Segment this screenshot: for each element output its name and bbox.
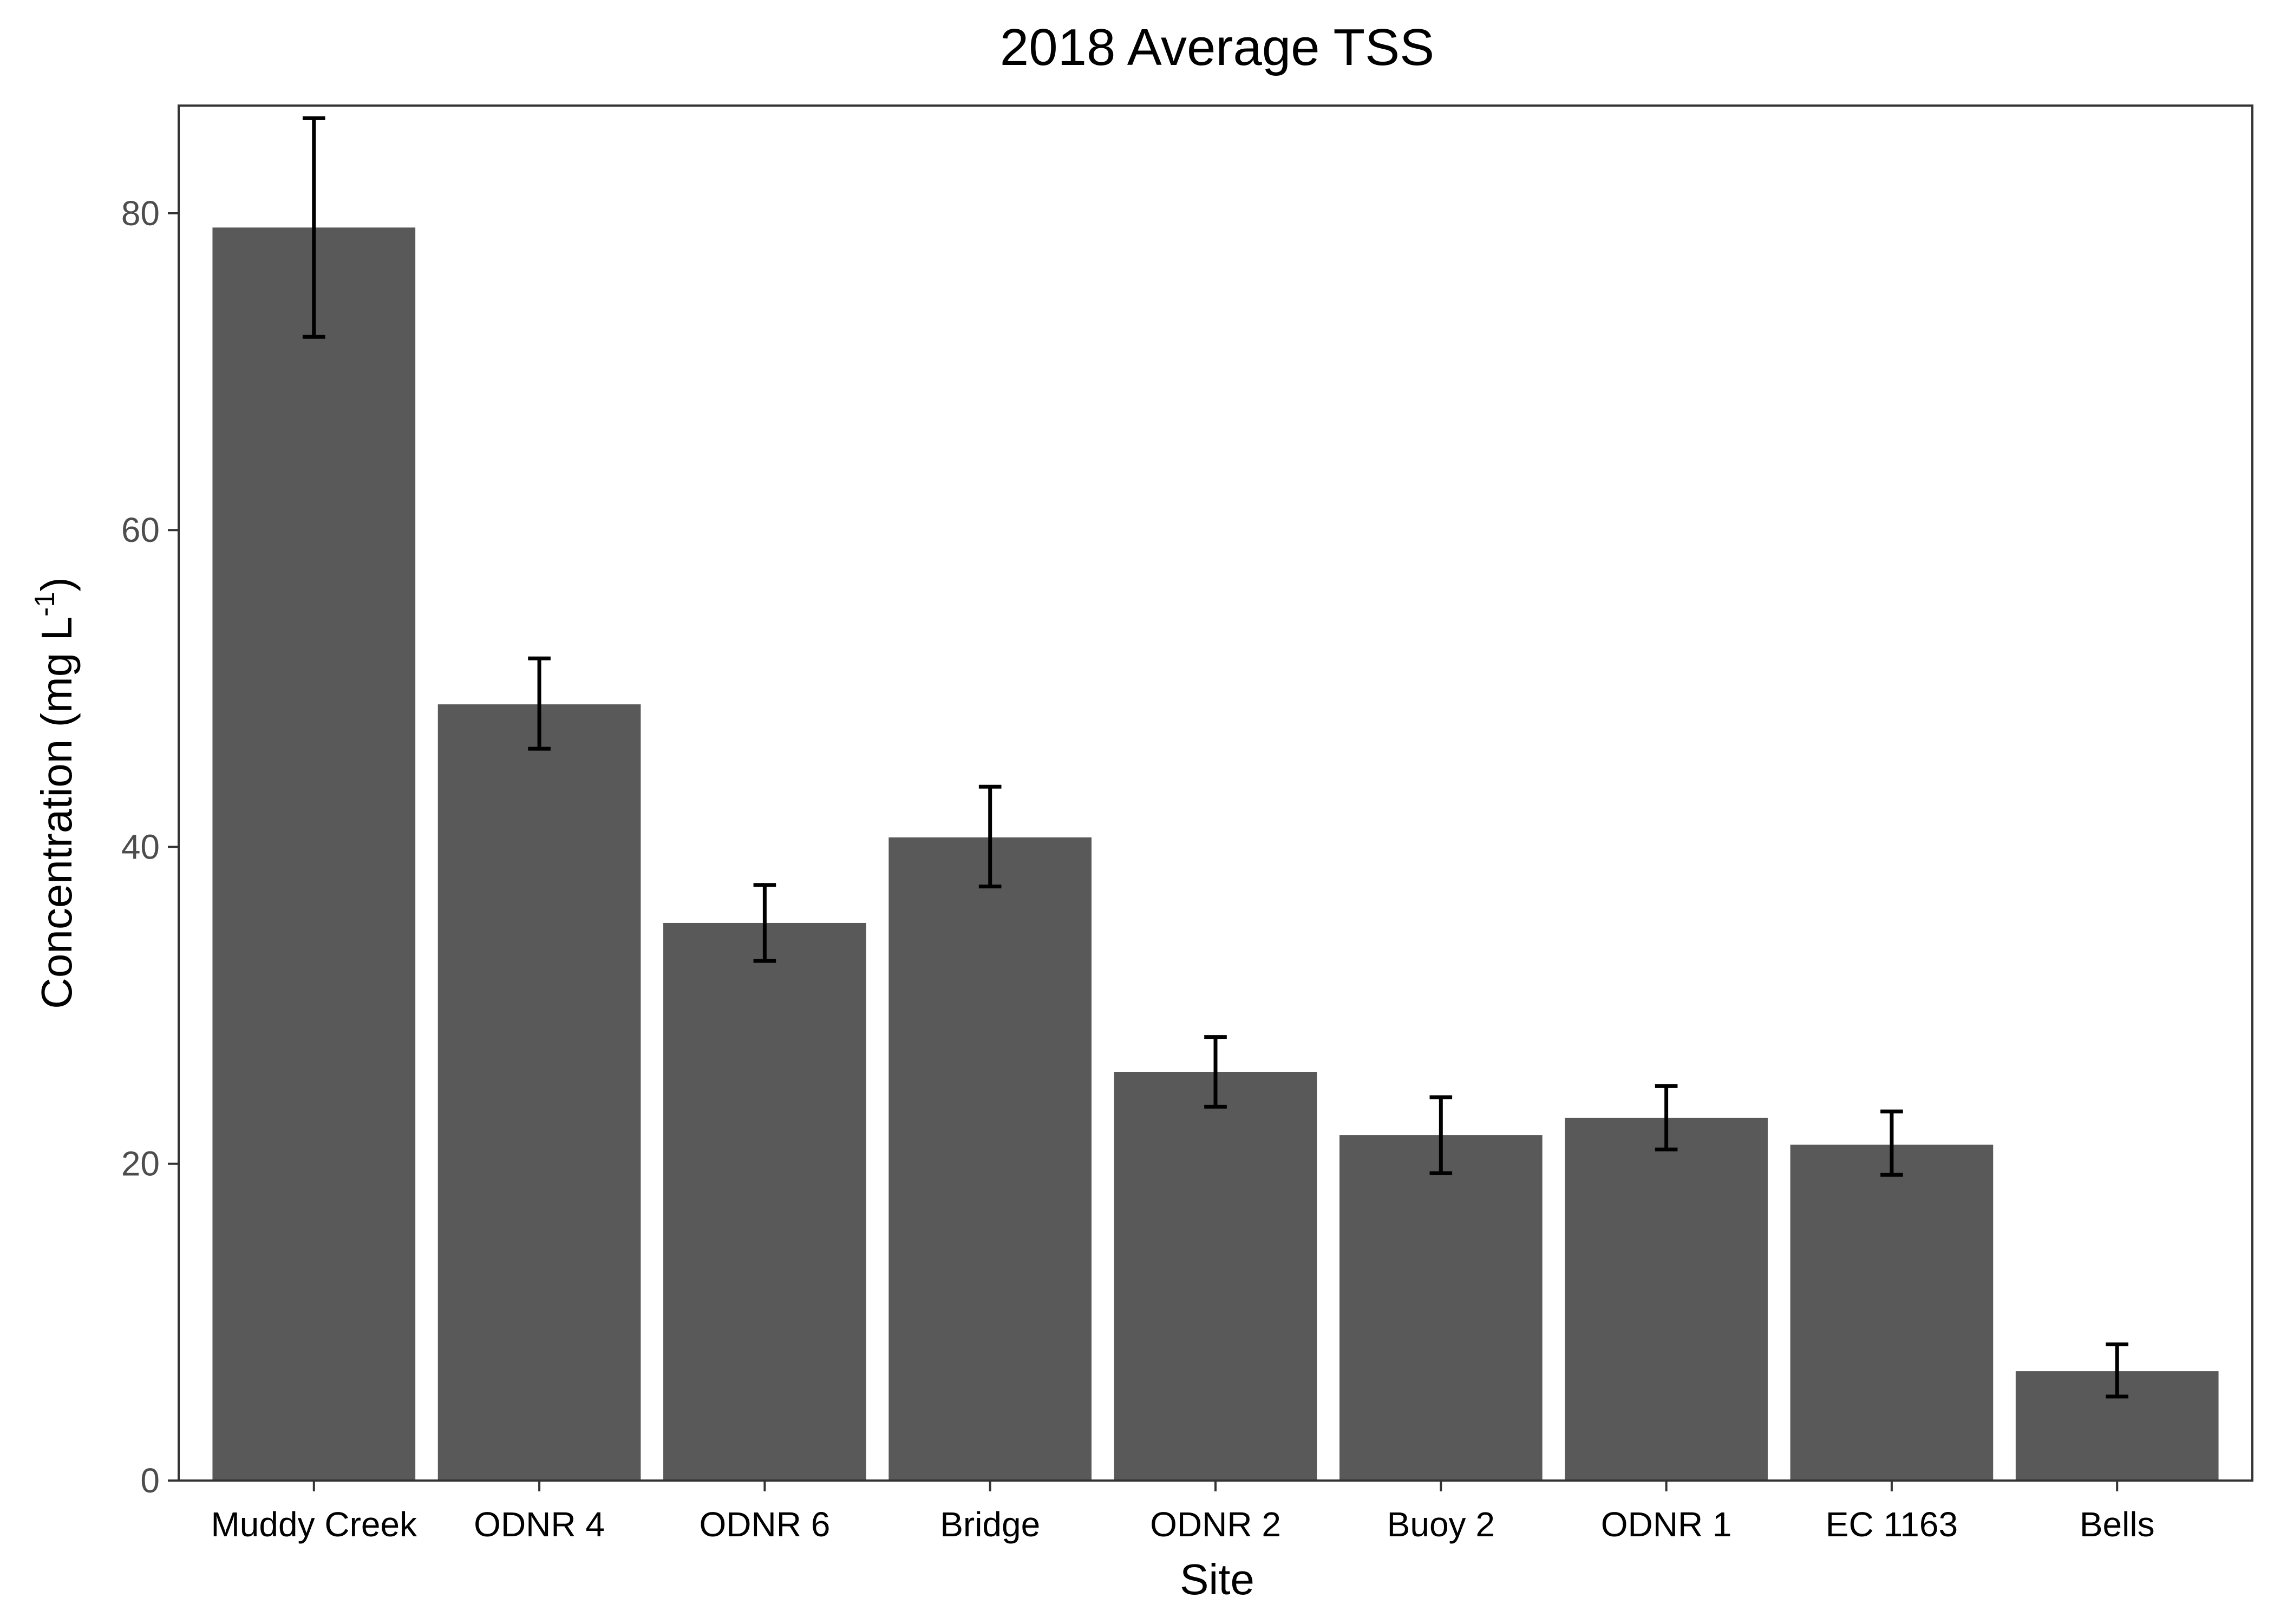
- bar: [888, 837, 1092, 1481]
- y-axis-title-main: Concentration (mg L: [32, 617, 81, 1009]
- chart-title: 2018 Average TSS: [1000, 18, 1434, 76]
- error-bar: [1429, 1095, 1453, 1175]
- y-tick-label: 80: [121, 194, 160, 233]
- y-axis: 0 20 40 60 80: [121, 194, 179, 1500]
- x-tick-label: Muddy Creek: [211, 1505, 417, 1544]
- y-axis-title-close: ): [32, 577, 81, 592]
- x-tick-label: Bridge: [940, 1505, 1040, 1544]
- bar: [1114, 1072, 1317, 1481]
- x-tick-label: ODNR 6: [699, 1505, 830, 1544]
- x-tick-label: ODNR 1: [1601, 1505, 1732, 1544]
- y-tick-label: 40: [121, 827, 160, 866]
- error-bars-group: [302, 116, 2129, 1399]
- x-tick-label: Buoy 2: [1387, 1505, 1495, 1544]
- error-bar: [1655, 1084, 1678, 1151]
- bars-group: [212, 227, 2219, 1481]
- bar: [663, 922, 866, 1481]
- bar: [1339, 1135, 1543, 1481]
- y-tick-label: 0: [140, 1461, 160, 1500]
- x-tick-label: ODNR 2: [1150, 1505, 1281, 1544]
- x-axis: Muddy Creek ODNR 4 ODNR 6 Bridge ODNR 2 Buoy …: [211, 1481, 2155, 1544]
- error-bar: [2106, 1342, 2129, 1399]
- x-tick-label: ODNR 4: [474, 1505, 605, 1544]
- bar: [1565, 1117, 1768, 1481]
- x-tick-label: Bells: [2080, 1505, 2155, 1544]
- y-tick-label: 20: [121, 1144, 160, 1183]
- y-axis-title-superscript: -1: [29, 592, 61, 617]
- error-bar: [978, 784, 1002, 889]
- y-axis-title: Concentration (mg L-1): [29, 577, 81, 1009]
- bar: [437, 704, 641, 1481]
- bar: [212, 227, 416, 1481]
- error-bar: [1204, 1035, 1227, 1109]
- bar: [1790, 1144, 1994, 1481]
- error-bar: [753, 883, 776, 963]
- y-tick-label: 60: [121, 510, 160, 549]
- x-axis-title: Site: [1180, 1555, 1254, 1603]
- error-bar: [1880, 1109, 1903, 1177]
- error-bar: [302, 116, 325, 339]
- x-tick-label: EC 1163: [1826, 1505, 1958, 1544]
- error-bar: [528, 656, 551, 751]
